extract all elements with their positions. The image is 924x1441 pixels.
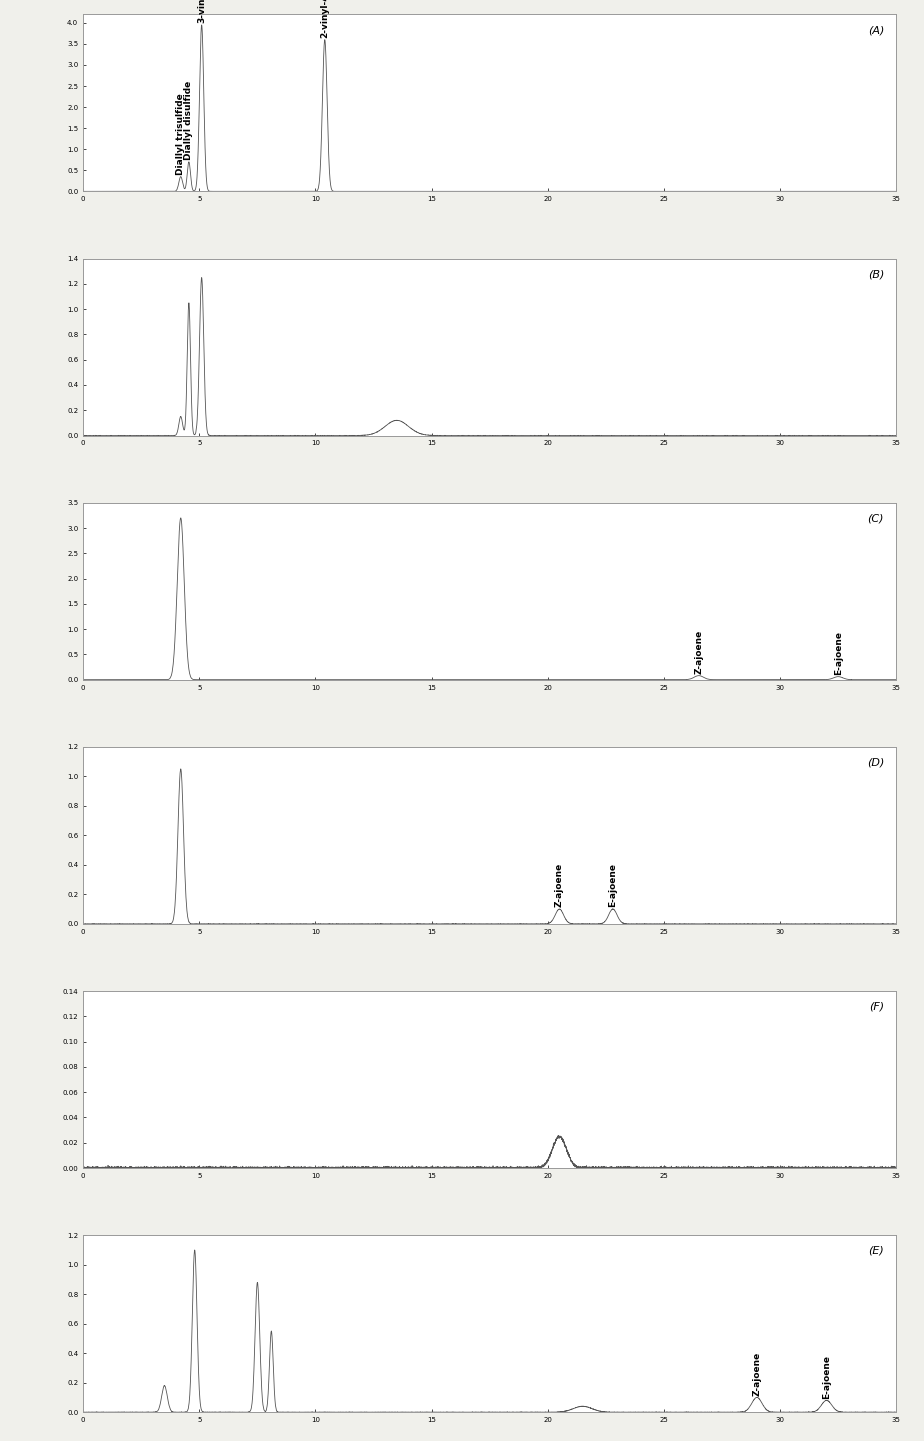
Text: Z-ajoene: Z-ajoene: [752, 1352, 761, 1396]
Text: Z-ajoene: Z-ajoene: [555, 863, 564, 908]
Text: (F): (F): [869, 1001, 884, 1012]
Text: (E): (E): [869, 1246, 884, 1257]
Text: (C): (C): [868, 513, 884, 523]
Text: Diallyl disulfide: Diallyl disulfide: [185, 81, 193, 160]
Text: 2-vinyl-4H-1,3-dithiin: 2-vinyl-4H-1,3-dithiin: [321, 0, 329, 37]
Text: (B): (B): [868, 269, 884, 280]
Text: E-ajoene: E-ajoene: [608, 863, 617, 908]
Text: 3-vinyl-4H-1,2-dithiin: 3-vinyl-4H-1,2-dithiin: [197, 0, 206, 23]
Text: Z-ajoene: Z-ajoene: [694, 630, 703, 674]
Text: (D): (D): [867, 758, 884, 768]
Text: E-ajoene: E-ajoene: [822, 1355, 831, 1399]
Text: E-ajoene: E-ajoene: [833, 631, 843, 674]
Text: (A): (A): [868, 24, 884, 35]
Text: Diallyl trisulfide: Diallyl trisulfide: [176, 94, 185, 174]
